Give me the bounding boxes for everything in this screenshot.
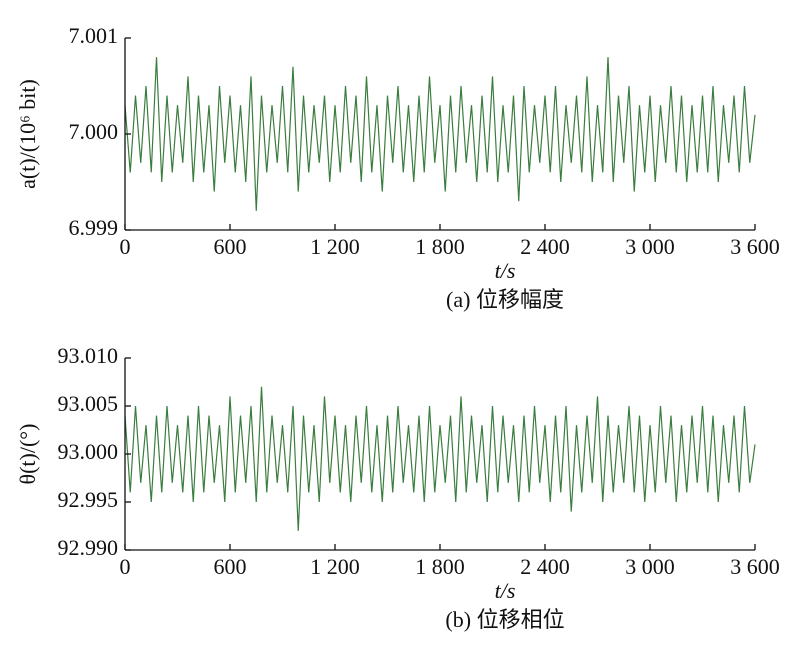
x-tick-label: 3 000 [625,234,675,259]
signal-line [124,386,756,531]
y-tick-label: 93.000 [58,439,119,464]
x-tick-label: 600 [214,554,247,579]
y-tick-label: 6.999 [69,215,119,240]
x-tick-label: 2 400 [520,554,570,579]
x-tick-label: 600 [214,234,247,259]
x-axis-label: t/s [495,258,516,283]
caption: (b) 位移相位 [445,607,564,632]
y-tick-label: 93.005 [58,391,119,416]
x-tick-label: 3 600 [730,234,780,259]
y-axis-label: θ(t)/(°) [15,424,40,485]
y-tick-label: 7.000 [69,119,119,144]
y-tick-label: 7.001 [69,23,119,48]
caption: (a) 位移幅度 [446,287,564,312]
x-tick-label: 1 200 [310,554,360,579]
signal-line [124,57,756,211]
x-tick-label: 2 400 [520,234,570,259]
y-tick-label: 92.995 [58,487,119,512]
x-tick-label: 1 200 [310,234,360,259]
y-tick-label: 92.990 [58,535,119,560]
x-tick-label: 1 800 [415,554,465,579]
x-tick-label: 3 000 [625,554,675,579]
y-axis-label: a(t)/(10⁶ bit) [15,79,40,189]
x-axis-label: t/s [495,578,516,603]
y-tick-label: 93.010 [58,343,119,368]
x-tick-label: 0 [120,234,131,259]
x-tick-label: 3 600 [730,554,780,579]
x-tick-label: 1 800 [415,234,465,259]
x-tick-label: 0 [120,554,131,579]
